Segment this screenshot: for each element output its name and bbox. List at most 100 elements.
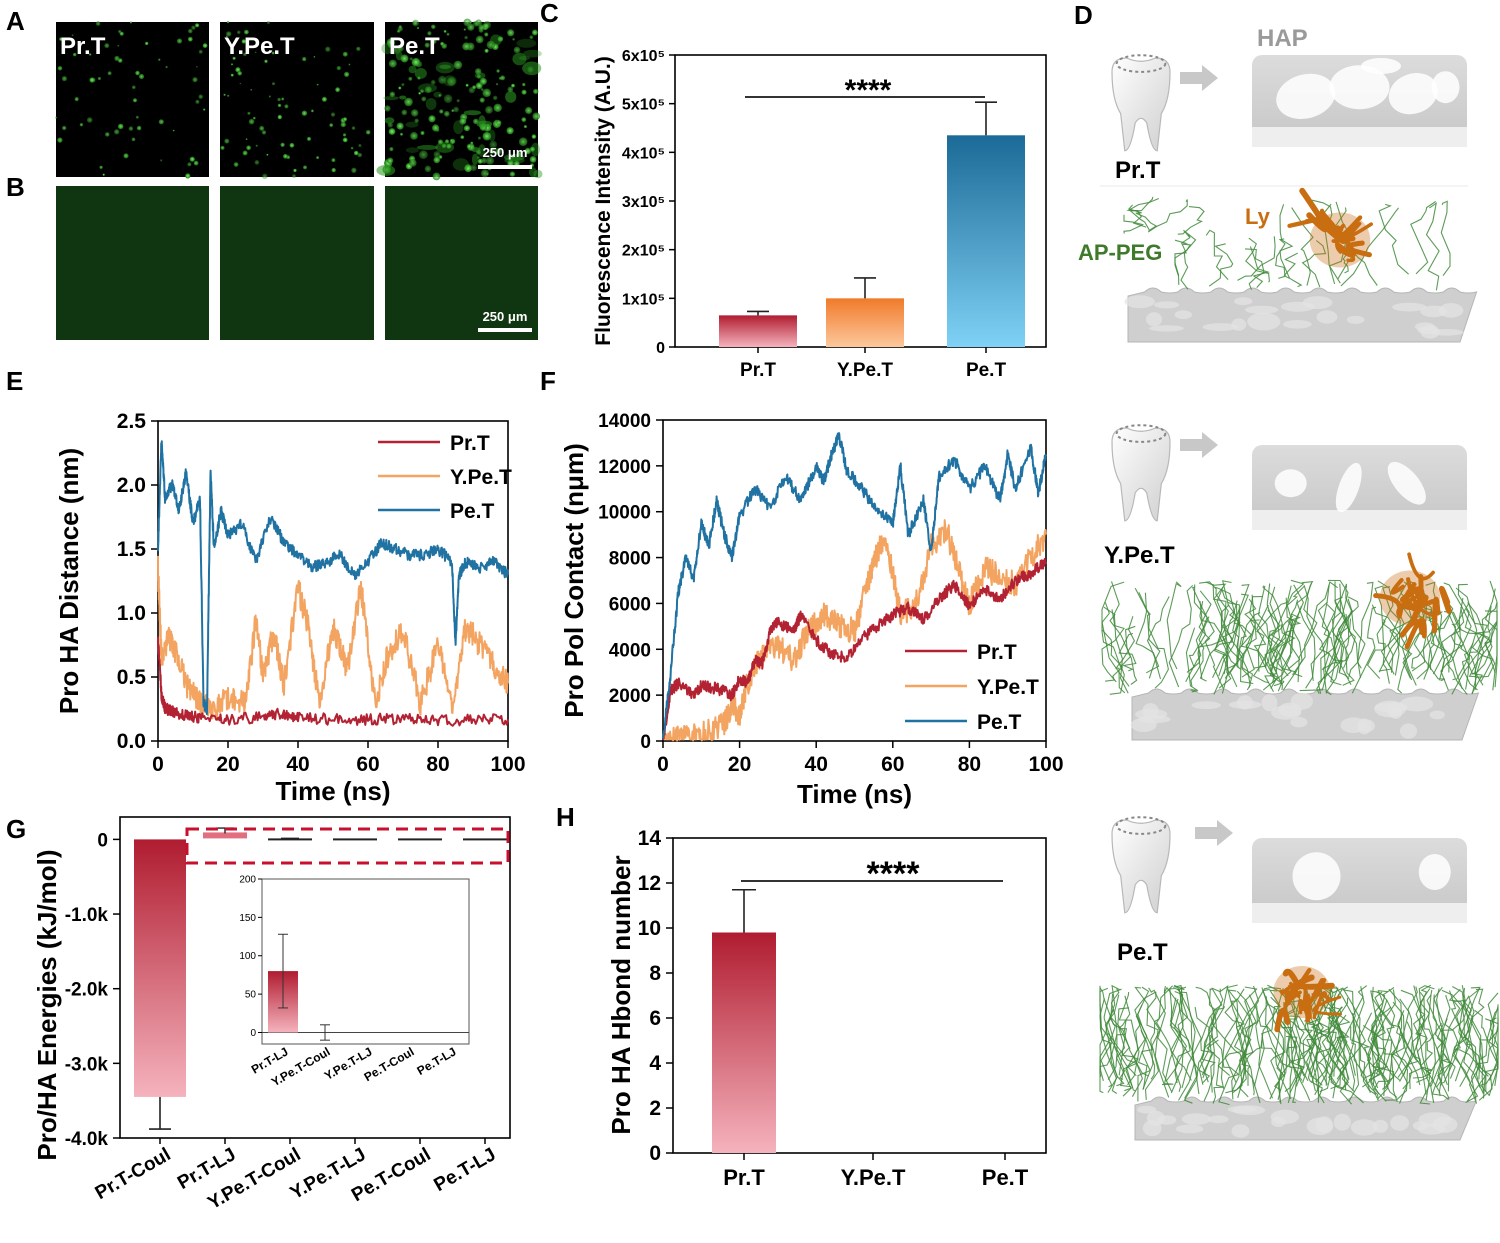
hap-ypet bbox=[1252, 445, 1467, 530]
g-bar-Pr.T-Coul bbox=[134, 839, 186, 1097]
micrograph-b-bg bbox=[385, 186, 538, 340]
chart-e: 0.0 0.5 1.0 1.5 2.0 2.5 0 20 40 60 80 100 Pr.T Y.Pe.T… bbox=[54, 410, 526, 806]
peg-ypet-chain bbox=[1191, 586, 1224, 689]
peg-ypet-chain bbox=[1245, 619, 1279, 689]
peg-ypet-chain bbox=[1101, 602, 1123, 670]
peg-pet-chain bbox=[1239, 988, 1274, 1077]
surface-ypet-bump bbox=[1271, 705, 1302, 720]
peg-pet-chain bbox=[1366, 989, 1396, 1099]
g-inset-ytick-label: 200 bbox=[239, 875, 256, 886]
surface-prt-bump bbox=[1244, 305, 1279, 314]
surface-prt-bump bbox=[1420, 305, 1448, 318]
h-ytick-label: 14 bbox=[638, 827, 662, 850]
peg-pet-chain bbox=[1109, 1008, 1144, 1097]
peg-pet-chain bbox=[1373, 998, 1410, 1102]
scalebar-b: 250 μm bbox=[478, 309, 532, 332]
peg-ypet-chain bbox=[1185, 627, 1199, 693]
peg-pet-chain bbox=[1099, 1016, 1116, 1094]
f-legend-label: Pr.T bbox=[977, 641, 1017, 664]
peg-pet-chain bbox=[1441, 989, 1489, 1077]
peg-pet-chain bbox=[1118, 991, 1140, 1086]
peg-ypet-chain bbox=[1413, 595, 1446, 682]
peg-pet-chain bbox=[1107, 988, 1120, 1080]
hap-ypet-base bbox=[1252, 510, 1467, 530]
hap-ypet-pore bbox=[1335, 462, 1362, 513]
peg-pet-chain bbox=[1161, 997, 1182, 1086]
g-ylabel: Pro/HA Energies (kJ/mol) bbox=[32, 849, 62, 1160]
peg-pet-chain bbox=[1174, 986, 1188, 1092]
peg-pet-chain bbox=[1200, 988, 1217, 1076]
c-significance-label: **** bbox=[845, 74, 892, 107]
peg-ypet-chain bbox=[1199, 602, 1240, 682]
peg-ypet-chain bbox=[1377, 580, 1400, 676]
peg-pet-chain bbox=[1359, 1012, 1377, 1095]
scalebar-b-label: 250 μm bbox=[483, 309, 528, 324]
peg-pet-chain bbox=[1169, 987, 1198, 1099]
peg-pet-chain bbox=[1225, 1000, 1247, 1094]
surface-pet-bump bbox=[1315, 1116, 1333, 1133]
panel-label-f: F bbox=[540, 366, 556, 396]
g-inset-ytick-label: 100 bbox=[239, 951, 256, 962]
micrograph-a-1: Pr.T bbox=[55, 21, 209, 179]
peg-pet-chain bbox=[1144, 991, 1161, 1100]
e-ytick-label: 1.5 bbox=[117, 538, 147, 561]
h-xtick-label: Pe.T bbox=[982, 1165, 1029, 1190]
f-xtick-label: 60 bbox=[881, 753, 904, 776]
schematic-d bbox=[1099, 54, 1499, 1141]
surface-ypet-bump bbox=[1290, 692, 1314, 710]
e-ytick-label: 0.5 bbox=[117, 666, 147, 689]
g-inset-ytick-label: 0 bbox=[250, 1028, 256, 1039]
peg-ypet-chain bbox=[1101, 581, 1130, 687]
peg-ypet-chain bbox=[1251, 594, 1273, 684]
peg-ypet-chain bbox=[1438, 607, 1465, 681]
peg-prt-b-chain bbox=[1237, 236, 1276, 281]
peg-ypet-chain bbox=[1273, 619, 1294, 687]
chart-c: 0 1x10⁵ 2x10⁵ 3x10⁵ 4x10⁵ 5x10⁵ 6x10⁵ Pr.T Y.Pe.… bbox=[592, 48, 1047, 381]
surface-pet-bump bbox=[1350, 1119, 1378, 1136]
surface-pet-bump bbox=[1333, 1113, 1351, 1131]
peg-ypet-chain bbox=[1452, 611, 1496, 673]
hap-prt-pore bbox=[1329, 65, 1390, 110]
tooth-label-pet: Pe.T bbox=[1117, 939, 1168, 966]
peg-ypet-chain bbox=[1253, 604, 1275, 693]
micrograph-b-bg bbox=[220, 186, 374, 340]
surface-prt-bump bbox=[1231, 318, 1247, 331]
c-ytick-label: 3x10⁵ bbox=[622, 194, 665, 211]
panel-label-g: G bbox=[6, 814, 26, 844]
surface-ypet bbox=[1130, 688, 1480, 741]
surface-prt-bump bbox=[1392, 302, 1427, 312]
peg-pet-chain bbox=[1136, 986, 1151, 1102]
peg-pet-chain bbox=[1231, 985, 1260, 1092]
lysozyme-prt bbox=[1287, 187, 1373, 268]
micrograph-b-glow bbox=[385, 186, 538, 340]
peg-pet-chain bbox=[1321, 986, 1349, 1090]
e-legend-label: Y.Pe.T bbox=[450, 466, 512, 489]
surface-ypet-bump bbox=[1340, 717, 1367, 733]
e-xtick-label: 40 bbox=[286, 753, 309, 776]
peg-ypet-chain bbox=[1320, 581, 1347, 683]
g-ytick-label: -2.0k bbox=[65, 980, 109, 1001]
lysozyme-ypet bbox=[1373, 552, 1452, 650]
peg-pet-chain bbox=[1371, 991, 1386, 1097]
peg-pet-chain bbox=[1306, 993, 1323, 1103]
peg-pet-chain bbox=[1381, 1009, 1409, 1104]
peg-ypet-chain bbox=[1296, 582, 1316, 689]
e-legend-label: Pe.T bbox=[450, 500, 495, 523]
peg-pet-chain bbox=[1210, 1016, 1261, 1104]
surface-prt-bump bbox=[1316, 310, 1338, 324]
surface-pet-bump bbox=[1137, 1105, 1157, 1114]
peg-prt-b-chain bbox=[1180, 229, 1197, 290]
f-ytick-label: 6000 bbox=[609, 594, 651, 615]
fluorescence-specks bbox=[220, 21, 371, 179]
peg-ypet-chain bbox=[1186, 590, 1212, 673]
peg-pet-chain bbox=[1134, 991, 1157, 1080]
peg-pet-chain bbox=[1169, 988, 1211, 1084]
arrow-ypet bbox=[1180, 432, 1218, 458]
surface-prt-bump bbox=[1234, 297, 1253, 306]
peg-ypet-chain bbox=[1269, 586, 1283, 691]
peg-pet-chain bbox=[1454, 999, 1472, 1082]
g-ytick-label: -1.0k bbox=[65, 905, 109, 926]
peg-ypet-chain bbox=[1303, 585, 1335, 682]
surface-pet-bump bbox=[1146, 1110, 1165, 1126]
micrograph-a-bg bbox=[56, 22, 209, 177]
